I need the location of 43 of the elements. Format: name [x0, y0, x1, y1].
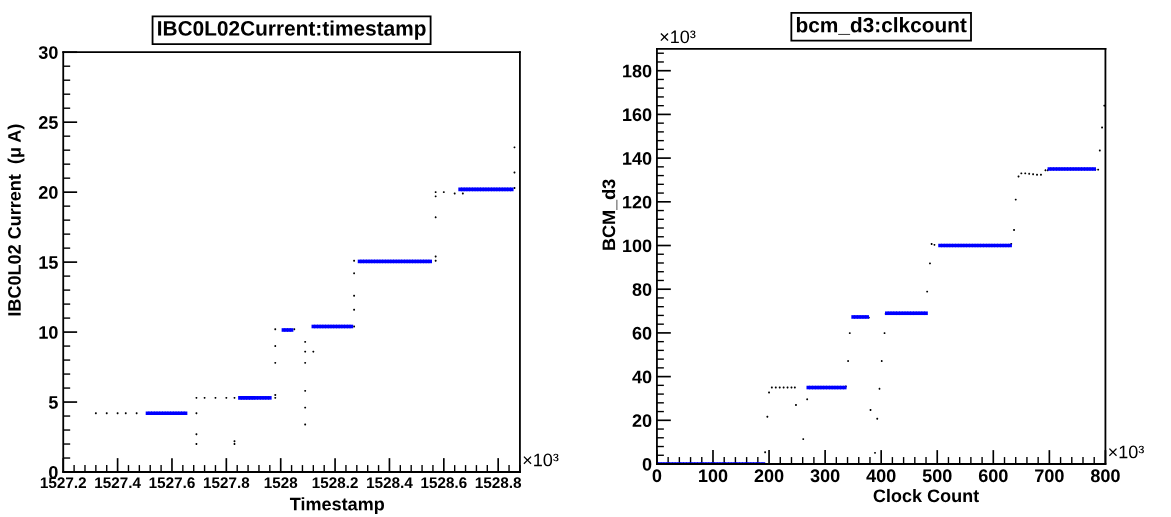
x-tick-label: 1527.4	[95, 477, 141, 489]
x-tick-label: 1528.6	[421, 477, 467, 489]
x-tick-label: 100	[699, 469, 728, 483]
chart-title: bcm_d3:clkcount	[796, 17, 967, 35]
chart-title: IBC0L02Current:timestamp	[158, 20, 426, 40]
y-tick-label: 0	[642, 457, 652, 471]
x-tick-label: 1527.8	[203, 477, 250, 489]
y-tick-label: 30	[38, 46, 58, 59]
text: ×10³	[660, 30, 696, 44]
x-tick-label: 1528.8	[475, 477, 522, 489]
y-axis-title: BCM_d3	[601, 179, 618, 250]
x-axis-title: Clock Count	[873, 488, 979, 503]
x-tick-label: 400	[866, 469, 896, 483]
y-tick-label: 140	[623, 152, 652, 165]
x-tick-label: 200	[754, 469, 784, 483]
y-tick-label: 80	[632, 283, 652, 296]
x-tick-label: 500	[922, 469, 952, 483]
y-tick-label: 10	[39, 326, 58, 339]
x-tick-label: 700	[1035, 469, 1064, 483]
x-axis-title: Timestamp	[289, 497, 385, 515]
x-tick-label: 800	[1090, 469, 1120, 483]
x-tick-label: 1527.2	[40, 477, 86, 489]
y-tick-label: 20	[632, 414, 652, 428]
text: ×10³	[1108, 445, 1144, 459]
x-tick-label: 1528.4	[367, 477, 413, 489]
x-tick-label: 600	[978, 469, 1008, 483]
x-tick-label: 1527.6	[149, 477, 195, 489]
y-tick-label: 100	[623, 239, 652, 253]
x-tick-label: 1528.2	[312, 477, 358, 489]
y-tick-label: 25	[38, 116, 58, 129]
y-tick-label: 60	[632, 326, 652, 340]
y-tick-label: 20	[38, 186, 58, 199]
y-tick-label: 5	[48, 396, 58, 409]
y-tick-label: 120	[623, 195, 652, 209]
x-tick-label: 1528	[264, 477, 298, 489]
x-tick-label: 300	[810, 469, 840, 483]
x-tick-label: 0	[652, 469, 662, 483]
y-tick-label: 40	[632, 370, 652, 384]
y-tick-label: 160	[623, 108, 652, 122]
y-axis-title: IBC0L02 Current (μ A)	[7, 124, 25, 316]
y-tick-label: 180	[623, 64, 652, 78]
y-tick-label: 15	[39, 256, 58, 269]
text: ×10³	[523, 453, 559, 467]
